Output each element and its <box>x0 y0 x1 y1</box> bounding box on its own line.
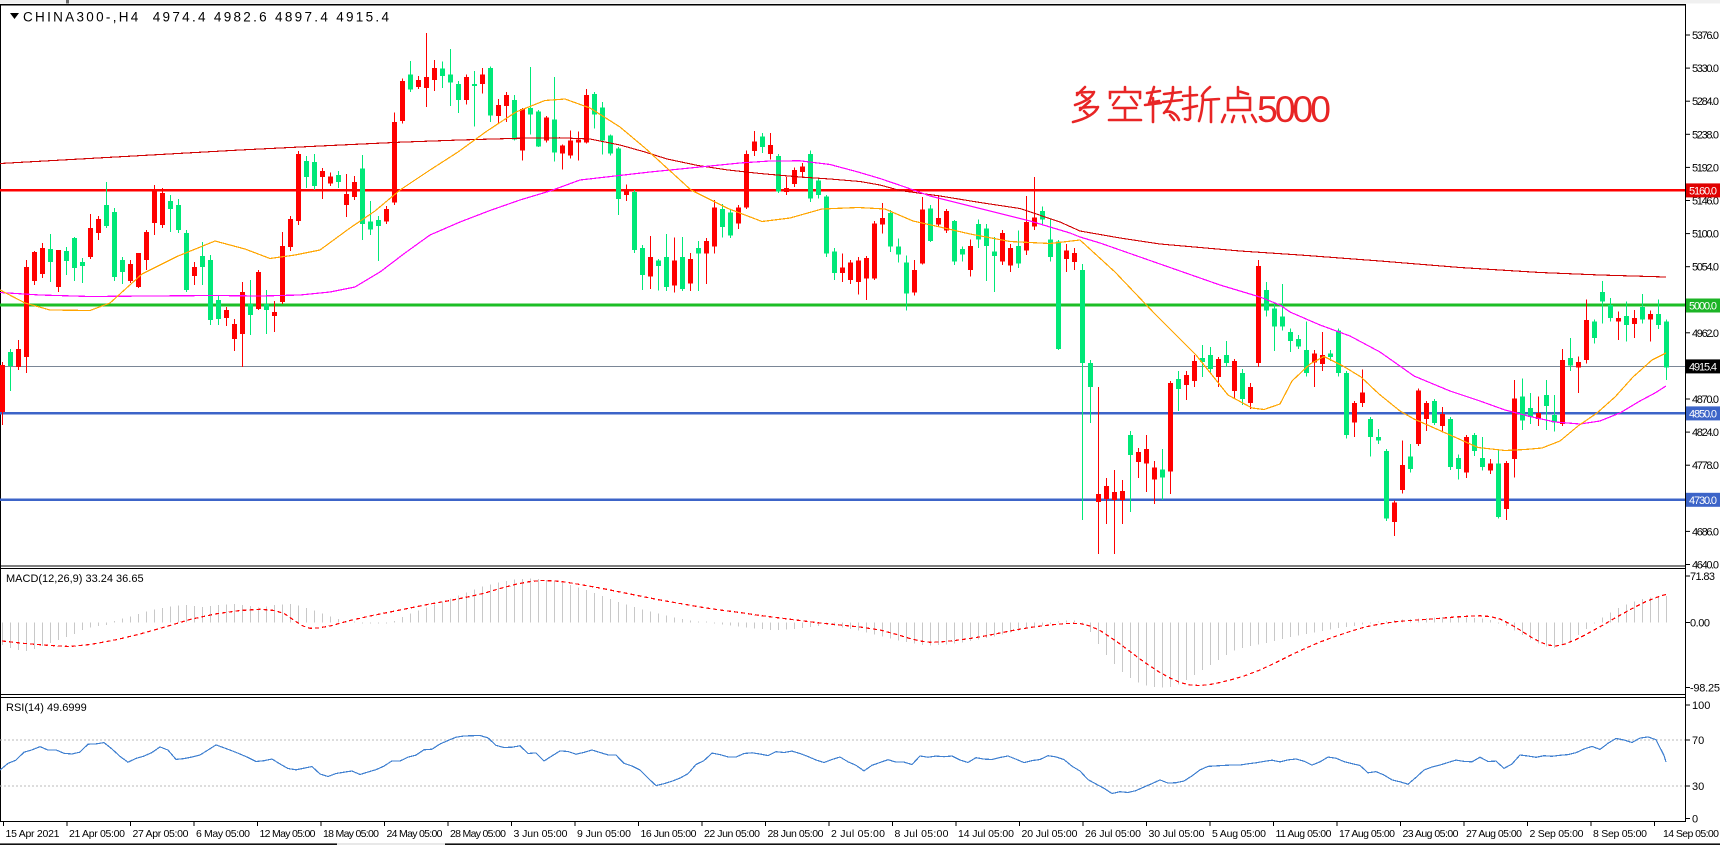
svg-text:5 Aug 05:00: 5 Aug 05:00 <box>1212 828 1266 840</box>
svg-text:30: 30 <box>1692 781 1704 793</box>
svg-text:14 Jul 05:00: 14 Jul 05:00 <box>958 828 1014 840</box>
svg-text:70: 70 <box>1692 735 1704 747</box>
svg-text:9 Jun 05:00: 9 Jun 05:00 <box>577 828 631 840</box>
svg-text:4962.0: 4962.0 <box>1692 328 1719 340</box>
svg-text:12 May 05:00: 12 May 05:00 <box>260 828 316 840</box>
svg-text:RSI(14) 49.6999: RSI(14) 49.6999 <box>6 702 87 714</box>
svg-text:18 May 05:00: 18 May 05:00 <box>323 828 379 840</box>
svg-text:6 May 05:00: 6 May 05:00 <box>196 828 250 840</box>
svg-text:4824.0: 4824.0 <box>1692 427 1719 439</box>
svg-text:4730.0: 4730.0 <box>1689 495 1717 507</box>
svg-text:15 Apr 2021: 15 Apr 2021 <box>6 828 60 840</box>
svg-text:24 May 05:00: 24 May 05:00 <box>387 828 443 840</box>
svg-text:5238.0: 5238.0 <box>1692 129 1719 141</box>
svg-text:5000.0: 5000.0 <box>1689 301 1717 313</box>
svg-text:5160.0: 5160.0 <box>1689 186 1717 198</box>
svg-text:26 Jul 05:00: 26 Jul 05:00 <box>1085 828 1141 840</box>
svg-text:5192.0: 5192.0 <box>1692 162 1719 174</box>
svg-text:27 Aug 05:00: 27 Aug 05:00 <box>1466 828 1522 840</box>
svg-text:5146.0: 5146.0 <box>1692 196 1719 208</box>
svg-text:16 Jun 05:00: 16 Jun 05:00 <box>641 828 697 840</box>
svg-text:5330.0: 5330.0 <box>1692 63 1719 75</box>
svg-text:4686.0: 4686.0 <box>1692 526 1719 538</box>
svg-text:4870.0: 4870.0 <box>1692 394 1719 406</box>
svg-text:30 Jul 05:00: 30 Jul 05:00 <box>1149 828 1205 840</box>
svg-text:71.83: 71.83 <box>1690 571 1715 583</box>
svg-text:MACD(12,26,9) 33.24 36.65: MACD(12,26,9) 33.24 36.65 <box>6 573 144 585</box>
svg-text:20 Jul 05:00: 20 Jul 05:00 <box>1022 828 1078 840</box>
svg-text:8 Sep 05:00: 8 Sep 05:00 <box>1593 828 1647 840</box>
svg-text:2 Sep 05:00: 2 Sep 05:00 <box>1530 828 1584 840</box>
svg-text:5100.0: 5100.0 <box>1692 229 1719 241</box>
svg-text:22 Jun 05:00: 22 Jun 05:00 <box>704 828 760 840</box>
svg-text:5054.0: 5054.0 <box>1692 262 1719 274</box>
svg-text:0: 0 <box>1692 814 1698 826</box>
svg-text:28 May 05:00: 28 May 05:00 <box>450 828 506 840</box>
svg-text:2 Jul 05:00: 2 Jul 05:00 <box>831 828 885 840</box>
svg-text:14 Sep 05:00: 14 Sep 05:00 <box>1663 828 1719 840</box>
svg-text:5284.0: 5284.0 <box>1692 96 1719 108</box>
svg-text:11 Aug 05:00: 11 Aug 05:00 <box>1276 828 1332 840</box>
svg-text:5376.0: 5376.0 <box>1692 30 1719 42</box>
svg-text:-98.25: -98.25 <box>1690 683 1720 695</box>
svg-text:4850.0: 4850.0 <box>1689 409 1717 421</box>
svg-text:4915.4: 4915.4 <box>1689 362 1717 374</box>
svg-text:0.00: 0.00 <box>1690 618 1710 630</box>
svg-text:5000: 5000 <box>1257 88 1331 130</box>
svg-text:21 Apr 05:00: 21 Apr 05:00 <box>69 828 125 840</box>
svg-text:100: 100 <box>1692 700 1710 712</box>
svg-text:CHINA300-,H4 4974.4 4982.6 48: CHINA300-,H4 4974.4 4982.6 4897.4 4915.4 <box>23 10 389 25</box>
svg-text:27 Apr 05:00: 27 Apr 05:00 <box>133 828 189 840</box>
svg-text:4778.0: 4778.0 <box>1692 460 1719 472</box>
svg-text:17 Aug 05:00: 17 Aug 05:00 <box>1339 828 1395 840</box>
svg-text:23 Aug 05:00: 23 Aug 05:00 <box>1403 828 1459 840</box>
svg-text:3 Jun 05:00: 3 Jun 05:00 <box>514 828 568 840</box>
svg-text:28 Jun 05:00: 28 Jun 05:00 <box>768 828 824 840</box>
svg-text:4640.0: 4640.0 <box>1692 560 1719 572</box>
svg-text:8 Jul 05:00: 8 Jul 05:00 <box>895 828 949 840</box>
